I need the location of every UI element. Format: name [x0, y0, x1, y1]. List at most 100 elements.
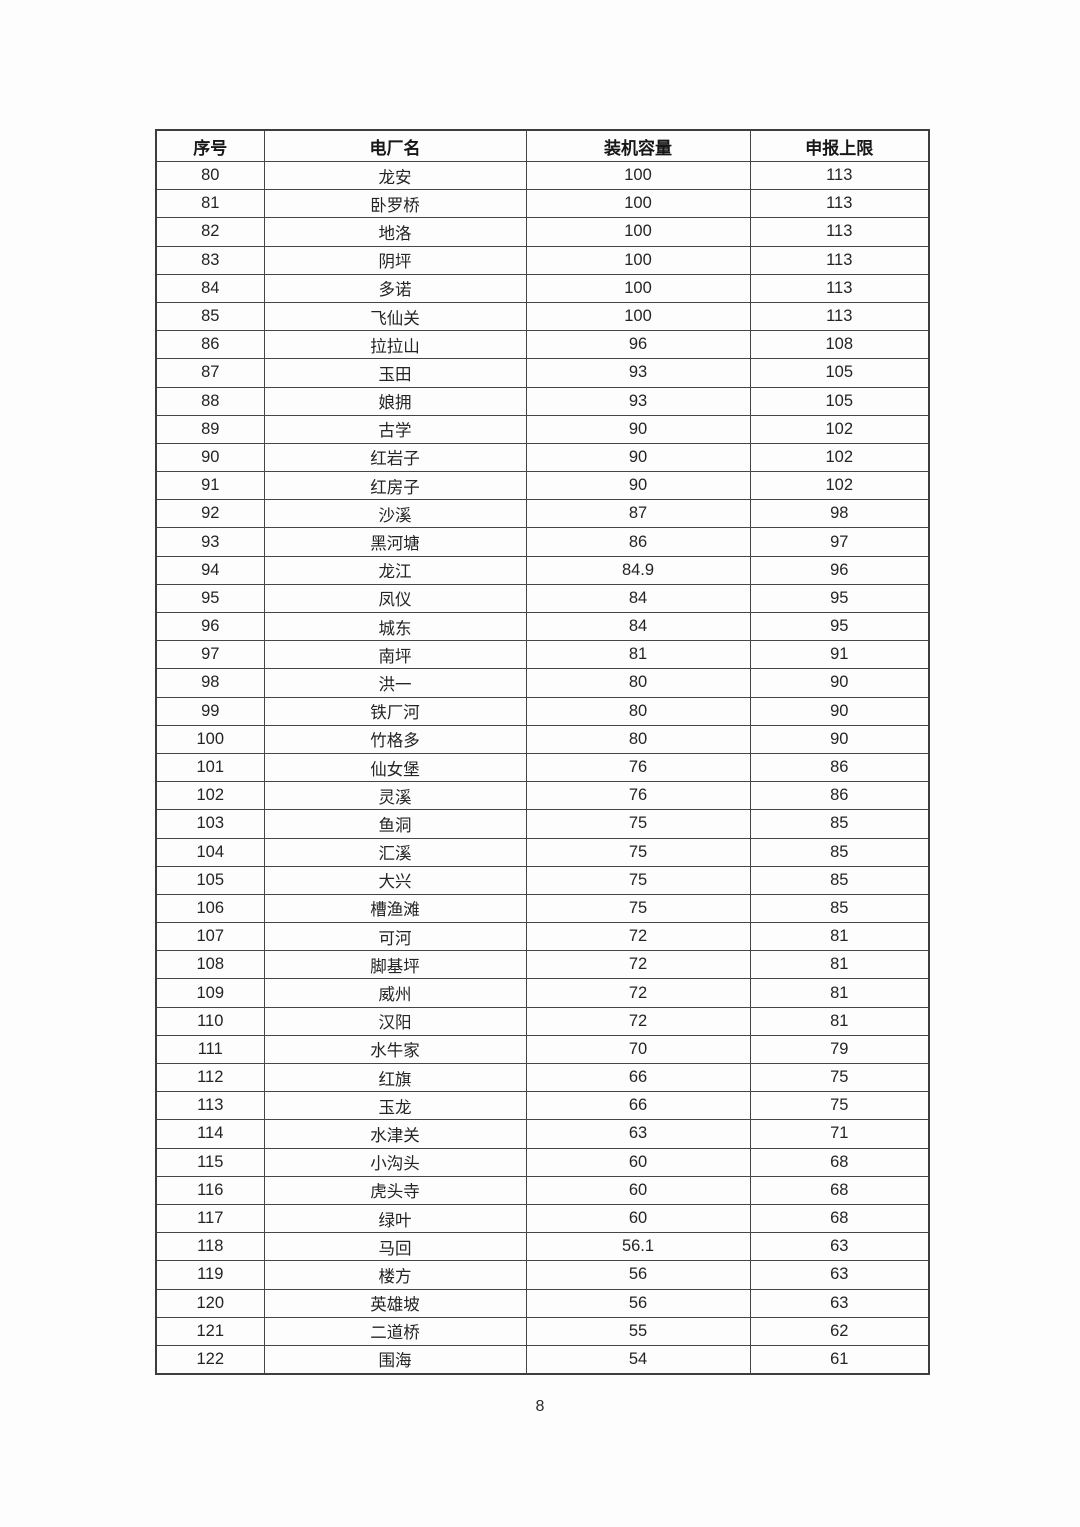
- table-row: 102 灵溪 76 86: [155, 781, 930, 811]
- installed-capacity-cell: 84.9: [525, 555, 751, 585]
- serial-number-cell: 85: [155, 301, 265, 332]
- declaration-limit-cell: 90: [749, 668, 930, 698]
- table-row: 105 大兴 75 85: [155, 865, 930, 895]
- serial-number-cell: 122: [155, 1344, 265, 1375]
- declaration-limit-cell: 86: [749, 781, 930, 811]
- table-row: 104 汇溪 75 85: [155, 837, 930, 867]
- serial-number-cell: 118: [155, 1232, 265, 1262]
- plant-name-cell: 鱼洞: [263, 809, 527, 839]
- installed-capacity-cell: 84: [525, 611, 751, 642]
- installed-capacity-cell: 60: [525, 1203, 751, 1234]
- serial-number-cell: 82: [155, 217, 265, 247]
- serial-number-cell: 99: [155, 696, 265, 726]
- serial-number-cell: 83: [155, 245, 265, 275]
- table-row: 80 龙安 100 113: [155, 160, 930, 191]
- table-row: 121 二道桥 55 62: [155, 1316, 930, 1346]
- plant-name-cell: 威州: [263, 978, 527, 1008]
- serial-number-cell: 101: [155, 752, 265, 783]
- table-row: 101 仙女堡 76 86: [155, 752, 930, 783]
- plant-name-cell: 龙安: [263, 160, 527, 191]
- installed-capacity-cell: 72: [525, 950, 751, 980]
- installed-capacity-cell: 80: [525, 696, 751, 726]
- installed-capacity-cell: 100: [525, 160, 751, 191]
- header-installed-capacity: 装机容量: [525, 129, 751, 162]
- declaration-limit-cell: 113: [749, 245, 930, 275]
- installed-capacity-cell: 66: [525, 1091, 751, 1121]
- installed-capacity-cell: 72: [525, 922, 751, 952]
- plant-name-cell: 楼方: [263, 1260, 527, 1290]
- table-row: 94 龙江 84.9 96: [155, 555, 930, 585]
- installed-capacity-cell: 84: [525, 583, 751, 614]
- serial-number-cell: 89: [155, 414, 265, 444]
- installed-capacity-cell: 75: [525, 837, 751, 867]
- serial-number-cell: 80: [155, 160, 265, 191]
- table-row: 85 飞仙关 100 113: [155, 301, 930, 332]
- table-row: 106 槽渔滩 75 85: [155, 893, 930, 924]
- serial-number-cell: 109: [155, 978, 265, 1008]
- serial-number-cell: 104: [155, 837, 265, 867]
- table-row: 116 虎头寺 60 68: [155, 1175, 930, 1205]
- declaration-limit-cell: 61: [749, 1344, 930, 1375]
- table-row: 92 沙溪 87 98: [155, 499, 930, 529]
- plant-name-cell: 飞仙关: [263, 301, 527, 332]
- plant-name-cell: 竹格多: [263, 724, 527, 754]
- declaration-limit-cell: 95: [749, 583, 930, 614]
- installed-capacity-cell: 60: [525, 1175, 751, 1205]
- table-row: 100 竹格多 80 90: [155, 724, 930, 754]
- plant-name-cell: 汇溪: [263, 837, 527, 867]
- declaration-limit-cell: 79: [749, 1034, 930, 1065]
- serial-number-cell: 87: [155, 358, 265, 388]
- declaration-limit-cell: 105: [749, 358, 930, 388]
- serial-number-cell: 95: [155, 583, 265, 614]
- table-row: 112 红旗 66 75: [155, 1062, 930, 1093]
- table-row: 99 铁厂河 80 90: [155, 696, 930, 726]
- serial-number-cell: 110: [155, 1006, 265, 1036]
- table-row: 90 红岩子 90 102: [155, 442, 930, 473]
- declaration-limit-cell: 91: [749, 640, 930, 670]
- serial-number-cell: 112: [155, 1062, 265, 1093]
- declaration-limit-cell: 102: [749, 414, 930, 444]
- installed-capacity-cell: 100: [525, 273, 751, 303]
- plant-name-cell: 绿叶: [263, 1203, 527, 1234]
- installed-capacity-cell: 54: [525, 1344, 751, 1375]
- declaration-limit-cell: 105: [749, 386, 930, 416]
- table-row: 122 围海 54 61: [155, 1344, 930, 1375]
- plant-name-cell: 英雄坡: [263, 1288, 527, 1318]
- table-row: 110 汉阳 72 81: [155, 1006, 930, 1036]
- declaration-limit-cell: 108: [749, 330, 930, 360]
- declaration-limit-cell: 113: [749, 217, 930, 247]
- plant-name-cell: 水牛家: [263, 1034, 527, 1065]
- declaration-limit-cell: 113: [749, 160, 930, 191]
- declaration-limit-cell: 85: [749, 809, 930, 839]
- declaration-limit-cell: 95: [749, 611, 930, 642]
- serial-number-cell: 97: [155, 640, 265, 670]
- table-row: 111 水牛家 70 79: [155, 1034, 930, 1065]
- serial-number-cell: 120: [155, 1288, 265, 1318]
- installed-capacity-cell: 100: [525, 189, 751, 219]
- installed-capacity-cell: 90: [525, 471, 751, 501]
- serial-number-cell: 116: [155, 1175, 265, 1205]
- serial-number-cell: 94: [155, 555, 265, 585]
- declaration-limit-cell: 68: [749, 1147, 930, 1177]
- plant-name-cell: 玉田: [263, 358, 527, 388]
- table-row: 103 鱼洞 75 85: [155, 809, 930, 839]
- declaration-limit-cell: 81: [749, 950, 930, 980]
- table-row: 115 小沟头 60 68: [155, 1147, 930, 1177]
- installed-capacity-cell: 60: [525, 1147, 751, 1177]
- serial-number-cell: 119: [155, 1260, 265, 1290]
- declaration-limit-cell: 63: [749, 1288, 930, 1318]
- installed-capacity-cell: 90: [525, 414, 751, 444]
- declaration-limit-cell: 90: [749, 724, 930, 754]
- declaration-limit-cell: 102: [749, 442, 930, 473]
- table-row: 93 黑河塘 86 97: [155, 527, 930, 557]
- installed-capacity-cell: 56: [525, 1260, 751, 1290]
- installed-capacity-cell: 75: [525, 865, 751, 895]
- plant-name-cell: 汉阳: [263, 1006, 527, 1036]
- declaration-limit-cell: 102: [749, 471, 930, 501]
- plant-name-cell: 古学: [263, 414, 527, 444]
- installed-capacity-cell: 80: [525, 668, 751, 698]
- declaration-limit-cell: 68: [749, 1175, 930, 1205]
- installed-capacity-cell: 87: [525, 499, 751, 529]
- table-row: 88 娘拥 93 105: [155, 386, 930, 416]
